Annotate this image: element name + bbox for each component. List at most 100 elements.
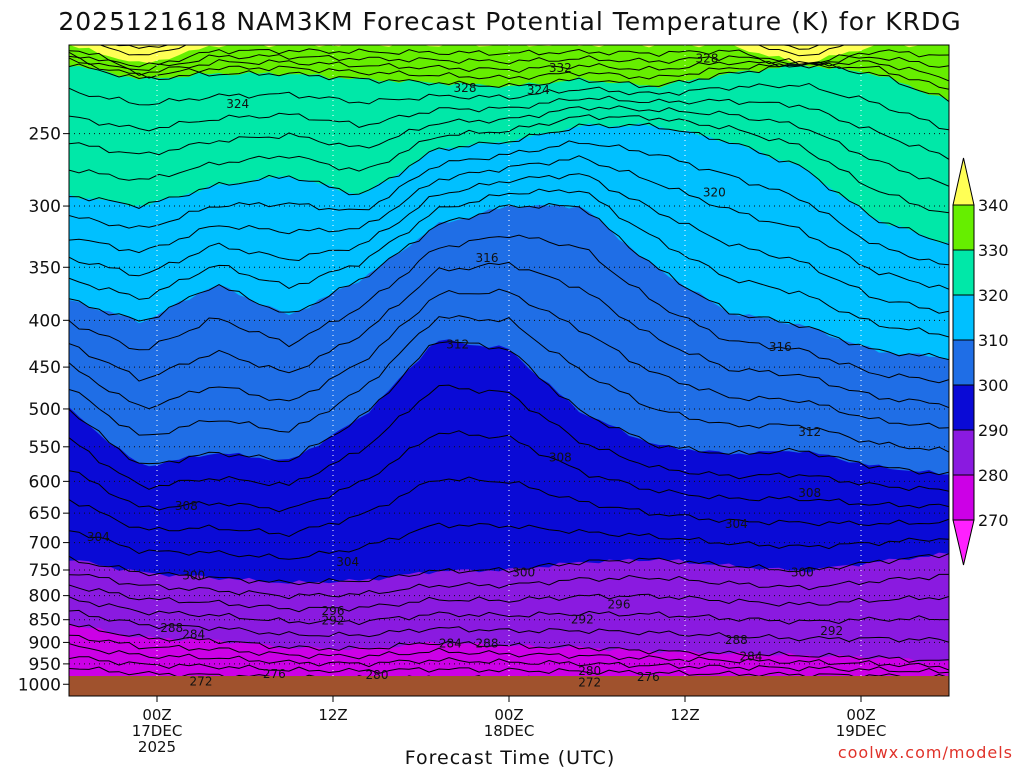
- credit-link[interactable]: coolwx.com/models: [838, 743, 1013, 762]
- isentrope-line: [69, 553, 949, 586]
- contour-label: 296: [322, 604, 345, 618]
- contour-label: 272: [190, 674, 213, 688]
- y-axis: 2503003504004505005506006507007508008509…: [18, 125, 69, 695]
- isentrope-line: [113, 45, 824, 50]
- contour-label: 292: [571, 613, 594, 627]
- contour-label: 284: [740, 649, 763, 663]
- isentrope-line: [69, 188, 949, 338]
- isentrope-line: [69, 202, 949, 361]
- colorbar-extend-high: [952, 157, 975, 206]
- contour-label: 280: [366, 668, 389, 682]
- contour-label: 284: [439, 636, 462, 650]
- x-tick-label: 12Z: [670, 706, 699, 724]
- y-tick-label: 350: [29, 258, 61, 278]
- x-tick-label: 00Z 19DEC: [836, 706, 887, 740]
- isentrope-line: [69, 288, 949, 429]
- y-tick-label: 750: [29, 561, 61, 581]
- contour-label: 304: [725, 517, 748, 531]
- x-tick-label: 12Z: [318, 706, 347, 724]
- colorbar-label: 330: [978, 241, 1009, 260]
- contour-label: 304: [87, 530, 110, 544]
- ground-surface: [69, 676, 949, 696]
- isentrope-line: [69, 634, 949, 671]
- colorbar-label: 280: [978, 466, 1009, 485]
- isentrope-line: [69, 140, 949, 266]
- colorbar: 270 280 290 300 310 320 330 340: [952, 157, 1009, 566]
- y-tick-label: 400: [29, 311, 61, 331]
- x-axis-label: Forecast Time (UTC): [405, 747, 615, 768]
- isentrope-line: [69, 384, 949, 492]
- isentrope-line: [69, 122, 949, 246]
- x-axis: 00Z 17DEC 2025 12Z 00Z 18DEC 12Z 00Z 19DEC: [132, 696, 887, 756]
- colorbar-label: 290: [978, 421, 1009, 440]
- y-tick-label: 600: [29, 472, 61, 492]
- colorbar-label: 340: [978, 196, 1009, 215]
- contour-label: 288: [725, 633, 748, 647]
- plot-area: 332 328 328 324 324 320 316 316 312 312 308 308 308 3…: [69, 45, 949, 696]
- isentrope-line: [69, 82, 949, 131]
- y-tick-label: 850: [29, 611, 61, 631]
- colorbar-label: 270: [978, 511, 1009, 530]
- colorbar-swatch: [952, 294, 975, 341]
- colorbar-label: 300: [978, 376, 1009, 395]
- y-tick-label: 800: [29, 587, 61, 607]
- contour-label: 308: [549, 450, 572, 464]
- isentrope-line: [69, 57, 949, 90]
- contour-label: 320: [703, 186, 726, 200]
- isentrope-line: [69, 105, 949, 187]
- y-tick-label: 250: [29, 125, 61, 145]
- y-tick-label: 450: [29, 358, 61, 378]
- isentrope-line: [69, 155, 949, 290]
- contour-label: 300: [791, 566, 814, 580]
- colorbar-label: 320: [978, 286, 1009, 305]
- isentrope-line: [69, 584, 949, 613]
- isentrope-line: [69, 63, 949, 102]
- colorbar-swatch: [952, 384, 975, 431]
- y-tick-label: 300: [29, 197, 61, 217]
- isentrope-line: [98, 45, 846, 57]
- isentrope-line: [69, 596, 949, 626]
- isentrope-line: [69, 48, 949, 68]
- contour-label: 284: [182, 627, 205, 641]
- colorbar-extend-low: [952, 519, 975, 566]
- contour-label: 276: [263, 667, 286, 681]
- x-tick-label: 00Z 18DEC: [484, 706, 535, 740]
- contour-label: 324: [226, 97, 249, 111]
- isentrope-line: [69, 261, 949, 409]
- isentrope-line: [69, 656, 949, 680]
- contour-label: 288: [476, 636, 499, 650]
- contour-label: 316: [476, 251, 499, 265]
- contour-label: 312: [798, 425, 821, 439]
- isentrope-line: [69, 173, 949, 314]
- y-tick-label: 550: [29, 438, 61, 458]
- isentrope-line: [69, 643, 949, 674]
- contour-label: 292: [820, 624, 843, 638]
- contour-label: 332: [549, 61, 572, 75]
- contour-label: 328: [454, 81, 477, 95]
- band-above-320: [69, 45, 949, 243]
- y-tick-label: 1000: [18, 675, 61, 695]
- x-tick-label: 00Z 17DEC 2025: [132, 706, 183, 756]
- contour-label: 288: [160, 621, 183, 635]
- contour-label: 300: [182, 568, 205, 582]
- contour-label: 296: [608, 597, 631, 611]
- colorbar-swatch: [952, 249, 975, 296]
- y-tick-label: 700: [29, 534, 61, 554]
- colorbar-swatch: [952, 339, 975, 386]
- contour-label: 292: [322, 614, 345, 628]
- isentrope-line: [69, 234, 949, 384]
- isentrope-line: [69, 95, 949, 160]
- contour-label: 276: [637, 670, 660, 684]
- contour-label: 280: [578, 664, 601, 678]
- y-tick-label: 900: [29, 633, 61, 653]
- isentrope-line: [69, 476, 949, 538]
- contour-label: 312: [446, 337, 469, 351]
- isentrope-line: [69, 51, 949, 71]
- contour-label: 272: [578, 675, 601, 689]
- contour-label: 308: [798, 486, 821, 500]
- chart-title: 2025121618 NAM3KM Forecast Potential Tem…: [58, 7, 961, 36]
- isentrope-line: [69, 609, 949, 643]
- isentrope-line: [69, 114, 949, 214]
- contour-label: 304: [336, 555, 359, 569]
